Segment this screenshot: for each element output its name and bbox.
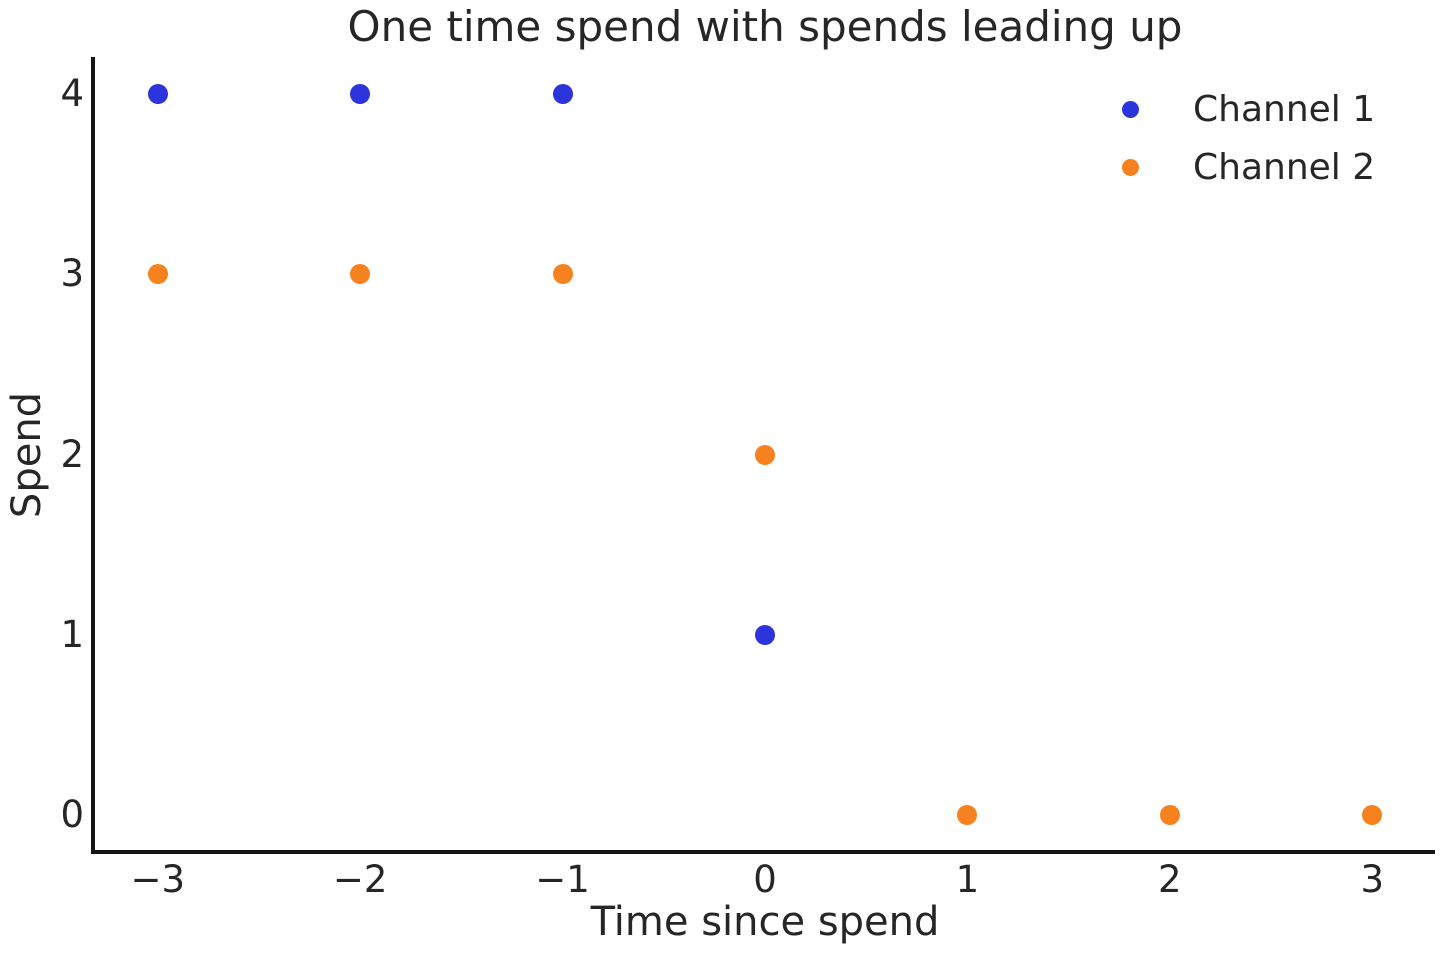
legend: Channel 1 Channel 2 — [1122, 80, 1375, 196]
x-tick-label: 0 — [753, 858, 777, 901]
data-point-channel-2 — [1159, 805, 1180, 826]
x-axis-label: Time since spend — [590, 899, 940, 945]
legend-label: Channel 1 — [1193, 88, 1376, 130]
x-tick-label: −1 — [535, 858, 590, 901]
data-point-channel-2 — [552, 264, 573, 285]
y-tick-label: 1 — [60, 612, 84, 656]
data-point-channel-2 — [957, 805, 978, 826]
y-axis-label: Spend — [4, 391, 50, 519]
data-point-channel-1 — [755, 624, 775, 645]
legend-marker-icon — [1122, 100, 1139, 118]
data-point-channel-1 — [552, 84, 573, 105]
data-point-channel-1 — [147, 84, 168, 105]
legend-marker-icon — [1122, 158, 1139, 176]
legend-item: Channel 2 — [1122, 138, 1375, 196]
y-tick-label: 3 — [60, 252, 84, 296]
x-tick-label: 3 — [1360, 858, 1385, 901]
data-point-channel-2 — [1362, 805, 1383, 826]
x-tick-label: −2 — [332, 858, 388, 901]
legend-item: Channel 1 — [1122, 80, 1375, 138]
chart-title: One time spend with spends leading up — [347, 2, 1183, 51]
y-tick-label: 2 — [60, 432, 84, 476]
data-point-channel-1 — [350, 84, 371, 105]
y-tick-label: 4 — [60, 72, 84, 116]
data-point-channel-2 — [350, 264, 371, 285]
data-point-channel-2 — [147, 264, 168, 285]
legend-label: Channel 2 — [1193, 146, 1376, 188]
x-tick-label: −3 — [130, 858, 186, 901]
x-tick-label: 1 — [955, 858, 980, 901]
data-point-channel-2 — [755, 444, 775, 465]
plot-area — [91, 57, 1435, 854]
x-tick-label: 2 — [1158, 858, 1182, 901]
y-tick-label: 0 — [60, 793, 84, 837]
